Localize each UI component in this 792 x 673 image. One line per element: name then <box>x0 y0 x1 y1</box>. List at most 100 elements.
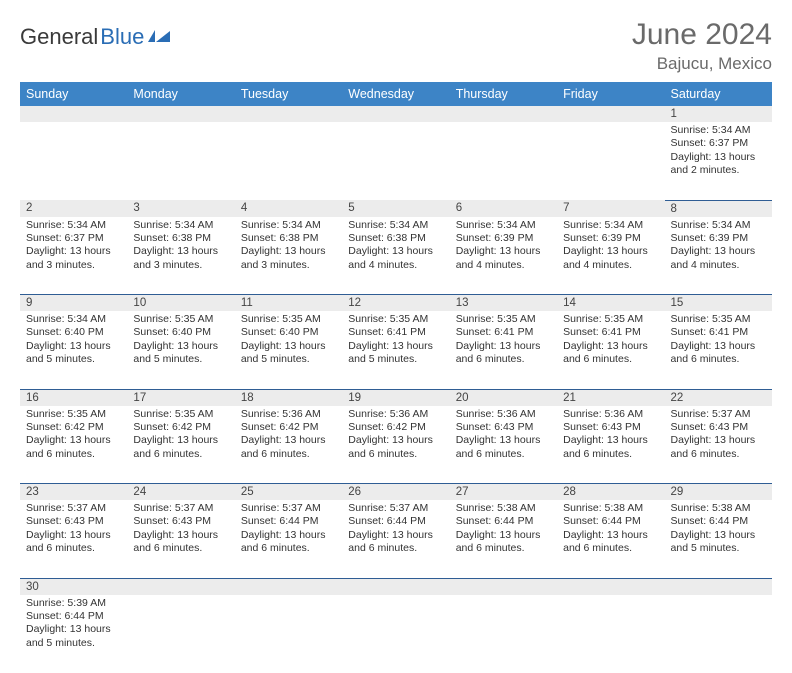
sunset-text: Sunset: 6:44 PM <box>563 515 658 528</box>
month-title: June 2024 <box>632 18 772 52</box>
title-block: June 2024 Bajucu, Mexico <box>632 18 772 74</box>
day-number-cell <box>127 578 234 595</box>
day-body-cell: Sunrise: 5:34 AMSunset: 6:39 PMDaylight:… <box>665 217 772 295</box>
sunset-text: Sunset: 6:43 PM <box>133 515 228 528</box>
day-number-cell: 18 <box>235 389 342 406</box>
daylight-text: Daylight: 13 hours and 6 minutes. <box>348 434 443 461</box>
sunrise-text: Sunrise: 5:35 AM <box>26 408 121 421</box>
sunrise-text: Sunrise: 5:35 AM <box>241 313 336 326</box>
sunrise-text: Sunrise: 5:35 AM <box>348 313 443 326</box>
day-body-cell: Sunrise: 5:36 AMSunset: 6:42 PMDaylight:… <box>235 406 342 484</box>
daylight-text: Daylight: 13 hours and 6 minutes. <box>563 529 658 556</box>
day-body-cell: Sunrise: 5:34 AMSunset: 6:38 PMDaylight:… <box>235 217 342 295</box>
day-details: Sunrise: 5:34 AMSunset: 6:38 PMDaylight:… <box>235 217 342 277</box>
day-details: Sunrise: 5:37 AMSunset: 6:43 PMDaylight:… <box>127 500 234 560</box>
day-body-cell <box>450 595 557 673</box>
sunset-text: Sunset: 6:44 PM <box>241 515 336 528</box>
day-body-cell: Sunrise: 5:34 AMSunset: 6:37 PMDaylight:… <box>20 217 127 295</box>
day-details: Sunrise: 5:34 AMSunset: 6:39 PMDaylight:… <box>450 217 557 277</box>
daylight-text: Daylight: 13 hours and 5 minutes. <box>241 340 336 367</box>
day-body-cell <box>235 595 342 673</box>
day-header: Friday <box>557 82 664 106</box>
daylight-text: Daylight: 13 hours and 4 minutes. <box>456 245 551 272</box>
sunset-text: Sunset: 6:42 PM <box>133 421 228 434</box>
sunrise-text: Sunrise: 5:36 AM <box>563 408 658 421</box>
daylight-text: Daylight: 13 hours and 4 minutes. <box>348 245 443 272</box>
sunset-text: Sunset: 6:40 PM <box>133 326 228 339</box>
day-number-cell <box>665 578 772 595</box>
day-body-cell: Sunrise: 5:35 AMSunset: 6:42 PMDaylight:… <box>20 406 127 484</box>
sunrise-text: Sunrise: 5:34 AM <box>563 219 658 232</box>
day-number-cell: 26 <box>342 484 449 501</box>
sunset-text: Sunset: 6:37 PM <box>671 137 766 150</box>
daylight-text: Daylight: 13 hours and 5 minutes. <box>26 623 121 650</box>
week-body-row: Sunrise: 5:39 AMSunset: 6:44 PMDaylight:… <box>20 595 772 673</box>
daylight-text: Daylight: 13 hours and 3 minutes. <box>241 245 336 272</box>
sunset-text: Sunset: 6:43 PM <box>26 515 121 528</box>
brand-part1: General <box>20 24 98 50</box>
day-body-cell: Sunrise: 5:37 AMSunset: 6:43 PMDaylight:… <box>665 406 772 484</box>
brand-part2: Blue <box>100 24 144 50</box>
day-number-cell: 5 <box>342 200 449 217</box>
day-number-cell <box>20 106 127 122</box>
daylight-text: Daylight: 13 hours and 6 minutes. <box>26 529 121 556</box>
day-number-cell <box>557 106 664 122</box>
daylight-text: Daylight: 13 hours and 6 minutes. <box>241 529 336 556</box>
sunset-text: Sunset: 6:39 PM <box>456 232 551 245</box>
day-number-cell: 16 <box>20 389 127 406</box>
day-header-row: SundayMondayTuesdayWednesdayThursdayFrid… <box>20 82 772 106</box>
day-body-cell <box>20 122 127 200</box>
sunset-text: Sunset: 6:41 PM <box>671 326 766 339</box>
sunset-text: Sunset: 6:44 PM <box>671 515 766 528</box>
daylight-text: Daylight: 13 hours and 6 minutes. <box>133 529 228 556</box>
day-number-cell <box>557 578 664 595</box>
sunset-text: Sunset: 6:39 PM <box>671 232 766 245</box>
day-details: Sunrise: 5:36 AMSunset: 6:42 PMDaylight:… <box>342 406 449 466</box>
week-number-row: 9101112131415 <box>20 295 772 312</box>
week-number-row: 2345678 <box>20 200 772 217</box>
daylight-text: Daylight: 13 hours and 5 minutes. <box>133 340 228 367</box>
daylight-text: Daylight: 13 hours and 3 minutes. <box>133 245 228 272</box>
day-number-cell <box>235 106 342 122</box>
day-body-cell <box>450 122 557 200</box>
daylight-text: Daylight: 13 hours and 5 minutes. <box>348 340 443 367</box>
day-body-cell: Sunrise: 5:35 AMSunset: 6:41 PMDaylight:… <box>342 311 449 389</box>
day-details: Sunrise: 5:37 AMSunset: 6:44 PMDaylight:… <box>342 500 449 560</box>
day-number-cell: 2 <box>20 200 127 217</box>
day-number-cell: 29 <box>665 484 772 501</box>
day-number-cell: 25 <box>235 484 342 501</box>
sunset-text: Sunset: 6:43 PM <box>563 421 658 434</box>
day-body-cell <box>557 122 664 200</box>
location-label: Bajucu, Mexico <box>632 54 772 74</box>
day-number-cell: 12 <box>342 295 449 312</box>
daylight-text: Daylight: 13 hours and 4 minutes. <box>671 245 766 272</box>
week-body-row: Sunrise: 5:35 AM Sunset: 6:42 PM Daylight:… <box>20 406 772 484</box>
flag-icon <box>148 28 172 46</box>
sunset-text: Sunset: 6:38 PM <box>133 232 228 245</box>
daylight-text: Daylight: 13 hours and 5 minutes. <box>671 529 766 556</box>
week-number-row: 23242526272829 <box>20 484 772 501</box>
day-number-cell: 17 <box>127 389 234 406</box>
day-body-cell: Sunrise: 5:38 AMSunset: 6:44 PMDaylight:… <box>665 500 772 578</box>
day-details: Sunrise: 5:35 AMSunset: 6:41 PMDaylight:… <box>450 311 557 371</box>
day-details: Sunrise: 5:39 AMSunset: 6:44 PMDaylight:… <box>20 595 127 655</box>
week-body-row: Sunrise: 5:37 AMSunset: 6:43 PMDaylight:… <box>20 500 772 578</box>
day-body-cell: Sunrise: 5:37 AMSunset: 6:44 PMDaylight:… <box>235 500 342 578</box>
day-details: Sunrise: 5:34 AMSunset: 6:40 PMDaylight:… <box>20 311 127 371</box>
day-number-cell: 13 <box>450 295 557 312</box>
day-header: Monday <box>127 82 234 106</box>
sunrise-text: Sunrise: 5:37 AM <box>671 408 766 421</box>
day-body-cell <box>127 595 234 673</box>
daylight-text: Daylight: 13 hours and 6 minutes. <box>456 434 551 461</box>
sunrise-text: Sunrise: 5:38 AM <box>671 502 766 515</box>
day-details: Sunrise: 5:35 AMSunset: 6:41 PMDaylight:… <box>557 311 664 371</box>
brand-logo: GeneralBlue <box>20 24 172 50</box>
day-body-cell: Sunrise: 5:35 AMSunset: 6:41 PMDaylight:… <box>450 311 557 389</box>
sunset-text: Sunset: 6:42 PM <box>241 421 336 434</box>
sunset-text: Sunset: 6:38 PM <box>348 232 443 245</box>
sunrise-text: Sunrise: 5:37 AM <box>241 502 336 515</box>
day-body-cell: Sunrise: 5:35 AMSunset: 6:40 PMDaylight:… <box>235 311 342 389</box>
day-number-cell <box>342 578 449 595</box>
day-header: Thursday <box>450 82 557 106</box>
sunrise-text: Sunrise: 5:38 AM <box>563 502 658 515</box>
